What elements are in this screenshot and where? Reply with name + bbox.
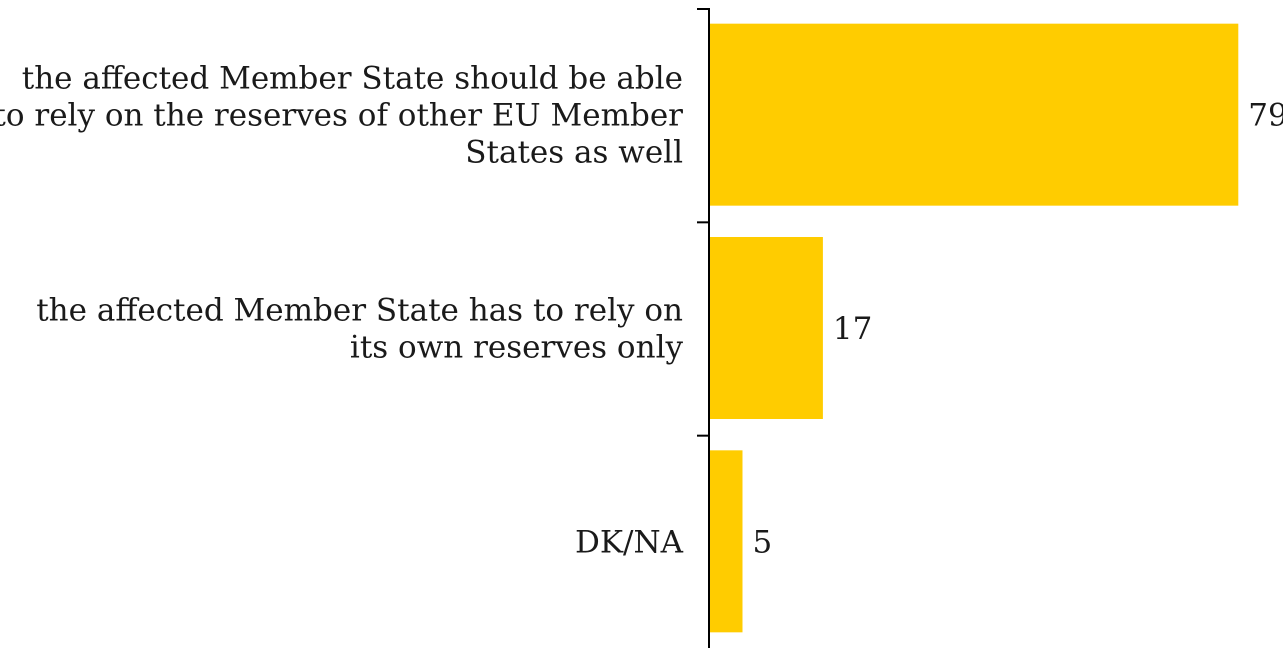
value-label: 5 [753,524,773,560]
category-label-line: DK/NA [575,524,684,560]
bars-group [709,23,1239,633]
category-label-line: the affected Member State has to rely on [36,293,683,329]
value-label: 79 [1248,98,1283,134]
category-label-line: the affected Member State should be able [22,61,683,97]
category-label-line: to rely on the reserves of other EU Memb… [0,98,683,134]
bar [709,450,743,633]
category-label-line: its own reserves only [350,330,684,366]
bar [709,23,1239,206]
bar [709,237,823,419]
category-label: the affected Member State has to rely on… [36,293,683,366]
value-label: 17 [833,311,872,347]
category-labels: the affected Member State should be able… [0,61,684,561]
category-label: DK/NA [575,524,684,560]
category-axis [697,8,710,648]
category-label: the affected Member State should be able… [0,61,683,171]
category-label-line: States as well [465,135,683,171]
value-labels: 79 17 5 [753,98,1283,561]
